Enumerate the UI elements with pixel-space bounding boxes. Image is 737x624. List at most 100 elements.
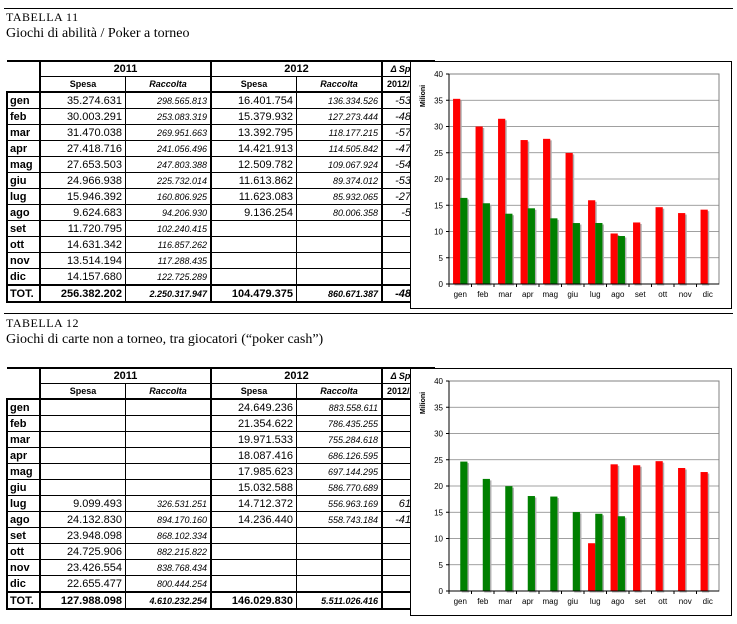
middle-rule bbox=[4, 313, 733, 314]
bar bbox=[617, 516, 625, 591]
chart-1: 0 5 10 15 20 25 30 35 40 Milioni gen feb mar apr mag gi… bbox=[420, 70, 720, 299]
raccolta-2012-cell: 556.963.169 bbox=[296, 495, 383, 512]
raccolta-2012-header: Raccolta bbox=[296, 383, 383, 400]
table-row: ott 24.725.906 882.215.822 bbox=[6, 543, 435, 560]
raccolta-2011-cell: 94.206.930 bbox=[125, 204, 212, 221]
column-header-row: Spesa Raccolta Spesa Raccolta 2012/2011 bbox=[7, 76, 435, 93]
spesa-2011-cell bbox=[39, 447, 126, 464]
x-tick-label: gen bbox=[454, 597, 467, 606]
y-tick-label: 5 bbox=[439, 561, 444, 570]
bar bbox=[550, 218, 558, 284]
y-tick-label: 0 bbox=[439, 280, 444, 289]
bar bbox=[482, 478, 490, 591]
table-row: apr 27.418.716 241.056.496 14.421.913 114.50… bbox=[6, 140, 435, 157]
spesa-2012-header: Spesa bbox=[210, 383, 297, 400]
x-tick-label: ago bbox=[611, 290, 625, 299]
raccolta-2011-cell bbox=[125, 463, 212, 480]
spesa-2012-cell: 11.623.083 bbox=[210, 188, 297, 205]
raccolta-2011-cell: 882.215.822 bbox=[125, 543, 212, 560]
y-tick-label: 30 bbox=[434, 430, 443, 439]
table-row: set 23.948.098 868.102.334 bbox=[6, 527, 435, 544]
raccolta-2011-header: Raccolta bbox=[125, 383, 212, 400]
raccolta-2011-cell: 838.768.434 bbox=[125, 559, 212, 576]
month-cell: giu bbox=[6, 479, 41, 496]
y-tick-label: 15 bbox=[434, 201, 443, 210]
y-tick-label: 40 bbox=[434, 377, 443, 386]
month-cell: dic bbox=[6, 575, 41, 593]
spesa-2012-cell: 9.136.254 bbox=[210, 204, 297, 221]
spesa-2011-cell: 27.653.503 bbox=[39, 156, 126, 173]
x-tick-label: set bbox=[635, 290, 646, 299]
total-row: TOT. 256.382.202 2.250.317.947 104.479.375 8… bbox=[6, 284, 435, 303]
table-row: mar 19.971.533 755.284.618 bbox=[6, 431, 435, 448]
raccolta-2011-cell bbox=[125, 398, 212, 416]
bar bbox=[633, 222, 641, 284]
table-11-subtitle: Giochi di abilità / Poker a torneo bbox=[6, 26, 190, 41]
x-tick-label: mar bbox=[498, 290, 512, 299]
bar bbox=[610, 464, 618, 591]
raccolta-2011-cell bbox=[125, 447, 212, 464]
month-cell: giu bbox=[6, 172, 41, 189]
table-row: mar 31.470.038 269.951.663 13.392.795 118.17… bbox=[6, 124, 435, 141]
spesa-2011-cell: 27.418.716 bbox=[39, 140, 126, 157]
bar bbox=[610, 233, 618, 284]
spesa-2011-header: Spesa bbox=[39, 383, 126, 400]
spesa-2011-cell bbox=[39, 415, 126, 432]
raccolta-2012-cell: 697.144.295 bbox=[296, 463, 383, 480]
chart-1-frame: 0 5 10 15 20 25 30 35 40 Milioni gen feb mar apr mag gi… bbox=[410, 61, 732, 309]
y-tick-label: 5 bbox=[439, 254, 444, 263]
chart-2-frame: 0 5 10 15 20 25 30 35 40 Milioni gen feb mar apr mag gi… bbox=[410, 368, 732, 616]
x-tick-label: ago bbox=[611, 597, 625, 606]
x-tick-label: mar bbox=[498, 597, 512, 606]
raccolta-2012-cell: 786.435.255 bbox=[296, 415, 383, 432]
bar bbox=[543, 138, 551, 284]
year-header-row: 2011 2012 Δ Spesa bbox=[7, 367, 435, 384]
bar bbox=[482, 203, 490, 284]
total-spesa-2012: 104.479.375 bbox=[210, 284, 297, 303]
y-tick-label: 35 bbox=[434, 96, 443, 105]
bar bbox=[565, 152, 573, 284]
spesa-2011-cell: 22.655.477 bbox=[39, 575, 126, 593]
raccolta-2011-cell: 894.170.160 bbox=[125, 511, 212, 528]
bar bbox=[617, 236, 625, 284]
raccolta-2012-cell: 127.273.444 bbox=[296, 108, 383, 125]
table-row: dic 14.157.680 122.725.289 bbox=[6, 268, 435, 286]
x-tick-label: mag bbox=[542, 597, 558, 606]
total-spesa-2012: 146.029.830 bbox=[210, 591, 297, 610]
bar bbox=[588, 543, 596, 591]
total-row: TOT. 127.988.098 4.610.232.254 146.029.830 5… bbox=[6, 591, 435, 610]
bar bbox=[678, 213, 686, 284]
x-tick-label: apr bbox=[522, 597, 534, 606]
y-tick-label: 15 bbox=[434, 508, 443, 517]
table-row: set 11.720.795 102.240.415 bbox=[6, 220, 435, 237]
spesa-2011-header: Spesa bbox=[39, 76, 126, 93]
month-cell: dic bbox=[6, 268, 41, 286]
corner-cell bbox=[7, 60, 40, 77]
x-tick-label: nov bbox=[679, 597, 692, 606]
table-row: apr 18.087.416 686.126.595 bbox=[6, 447, 435, 464]
month-cell: nov bbox=[6, 252, 41, 269]
x-tick-label: dic bbox=[703, 597, 713, 606]
bar bbox=[498, 118, 506, 284]
spesa-2012-cell bbox=[210, 527, 297, 544]
table-row: gen 35.274.631 298.565.813 16.401.754 136.33… bbox=[6, 91, 435, 109]
spesa-2012-cell: 17.985.623 bbox=[210, 463, 297, 480]
corner-cell bbox=[7, 76, 40, 93]
x-tick-label: ott bbox=[658, 597, 668, 606]
table-12-caption: TABELLA 12 Giochi di carte non a torneo,… bbox=[6, 316, 323, 348]
spesa-2011-cell: 9.099.493 bbox=[39, 495, 126, 512]
corner-cell bbox=[7, 367, 40, 384]
y-tick-label: 10 bbox=[434, 535, 443, 544]
raccolta-2012-cell bbox=[296, 236, 383, 253]
spesa-2011-cell: 13.514.194 bbox=[39, 252, 126, 269]
total-label: TOT. bbox=[6, 284, 41, 303]
spesa-2011-cell: 9.624.683 bbox=[39, 204, 126, 221]
raccolta-2012-cell: 118.177.215 bbox=[296, 124, 383, 141]
x-tick-label: set bbox=[635, 597, 646, 606]
spesa-2012-cell: 14.236.440 bbox=[210, 511, 297, 528]
spesa-2011-cell: 23.948.098 bbox=[39, 527, 126, 544]
spesa-2012-cell: 12.509.782 bbox=[210, 156, 297, 173]
bar bbox=[572, 512, 580, 591]
spesa-2011-cell: 11.720.795 bbox=[39, 220, 126, 237]
bar bbox=[460, 461, 468, 591]
